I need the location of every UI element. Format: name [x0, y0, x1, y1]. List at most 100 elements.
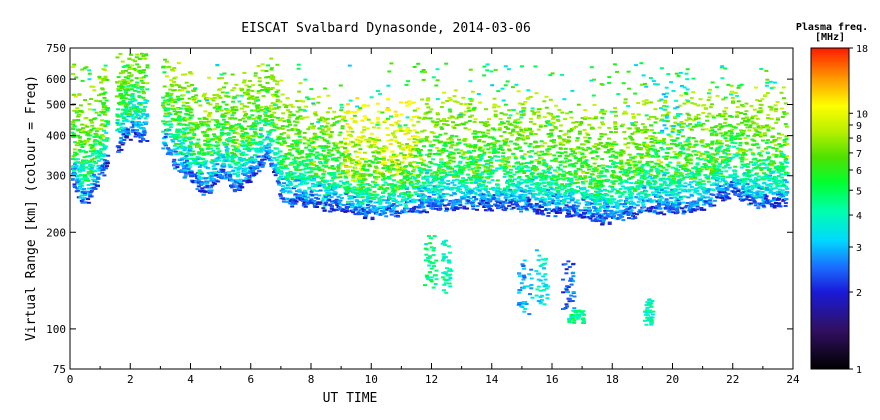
echo-mark: [507, 148, 512, 151]
echo-mark: [271, 75, 276, 78]
echo-mark: [202, 152, 207, 155]
echo-mark: [126, 130, 130, 133]
echo-mark: [391, 208, 396, 210]
echo-mark: [505, 201, 510, 204]
echo-mark: [466, 145, 470, 148]
echo-mark: [557, 108, 562, 111]
echo-mark: [554, 157, 559, 160]
echo-mark: [172, 67, 177, 69]
echo-mark: [104, 139, 109, 142]
echo-mark: [252, 172, 257, 175]
echo-mark: [406, 156, 411, 158]
echo-mark: [521, 157, 526, 160]
echo-mark: [297, 179, 302, 182]
echo-mark: [325, 111, 330, 114]
echo-mark: [105, 109, 110, 112]
echo-mark: [180, 163, 185, 166]
echo-mark: [128, 101, 132, 103]
echo-mark: [326, 192, 331, 195]
echo-mark: [558, 168, 563, 171]
echo-mark: [209, 189, 214, 192]
echo-mark: [509, 175, 514, 178]
echo-mark: [484, 197, 489, 200]
echo-mark: [165, 113, 170, 116]
echo-mark: [169, 92, 174, 95]
echo-mark: [338, 193, 343, 196]
echo-mark: [205, 129, 210, 132]
echo-mark: [197, 180, 202, 183]
echo-mark: [237, 123, 241, 126]
echo-mark: [456, 165, 461, 168]
echo-mark: [375, 193, 380, 196]
echo-mark: [260, 135, 264, 137]
echo-mark: [410, 198, 415, 201]
echo-mark: [182, 133, 187, 136]
echo-mark: [380, 148, 384, 151]
echo-mark: [483, 160, 488, 163]
echo-mark: [249, 167, 254, 170]
echo-mark: [470, 114, 475, 117]
echo-mark: [387, 202, 391, 205]
echo-mark: [83, 192, 88, 195]
echo-mark: [192, 127, 197, 130]
echo-mark: [327, 184, 332, 187]
echo-mark: [237, 143, 242, 146]
echo-mark: [297, 135, 302, 138]
echo-mark: [299, 151, 304, 154]
echo-mark: [409, 194, 414, 197]
echo-mark: [292, 147, 296, 150]
echo-mark: [373, 196, 378, 199]
echo-mark: [251, 102, 256, 105]
echo-mark: [374, 166, 379, 169]
echo-mark: [176, 146, 181, 149]
echo-mark: [118, 123, 123, 126]
echo-mark: [86, 179, 91, 182]
echo-mark: [486, 177, 491, 180]
echo-mark: [161, 147, 166, 150]
echo-mark: [238, 184, 243, 187]
echo-mark: [399, 130, 404, 132]
echo-mark: [173, 167, 178, 170]
echo-mark: [539, 176, 544, 179]
echo-mark: [247, 141, 252, 144]
echo-mark: [425, 171, 430, 174]
echo-mark: [541, 159, 546, 162]
echo-mark: [221, 126, 226, 129]
echo-mark: [137, 94, 142, 97]
echo-mark: [525, 198, 530, 201]
echo-mark: [243, 169, 248, 172]
echo-mark: [525, 137, 530, 140]
echo-mark: [421, 117, 426, 120]
echo-mark: [309, 190, 314, 193]
echo-mark: [389, 210, 394, 213]
echo-mark: [211, 181, 216, 184]
echo-mark: [359, 210, 364, 213]
echo-mark: [119, 130, 123, 133]
echo-mark: [205, 134, 210, 136]
echo-mark: [515, 131, 520, 133]
echo-mark: [461, 168, 466, 171]
echo-mark: [492, 97, 497, 100]
echo-mark: [352, 145, 357, 148]
echo-mark: [332, 182, 337, 185]
echo-mark: [508, 122, 513, 125]
echo-mark: [187, 138, 192, 141]
echo-mark: [558, 211, 563, 214]
echo-mark: [486, 129, 491, 132]
echo-mark: [417, 189, 422, 192]
echo-mark: [240, 186, 245, 189]
echo-mark: [288, 110, 293, 113]
echo-mark: [170, 117, 175, 120]
echo-mark: [457, 182, 462, 185]
echo-mark: [316, 175, 321, 178]
echo-mark: [372, 205, 377, 208]
echo-mark: [464, 185, 469, 188]
echo-mark: [218, 96, 223, 99]
echo-mark: [98, 135, 102, 138]
echo-mark: [77, 114, 82, 117]
echo-mark: [419, 201, 424, 204]
echo-mark: [265, 136, 270, 139]
echo-mark: [344, 137, 349, 140]
echo-mark: [368, 192, 373, 195]
echo-mark: [224, 139, 229, 142]
